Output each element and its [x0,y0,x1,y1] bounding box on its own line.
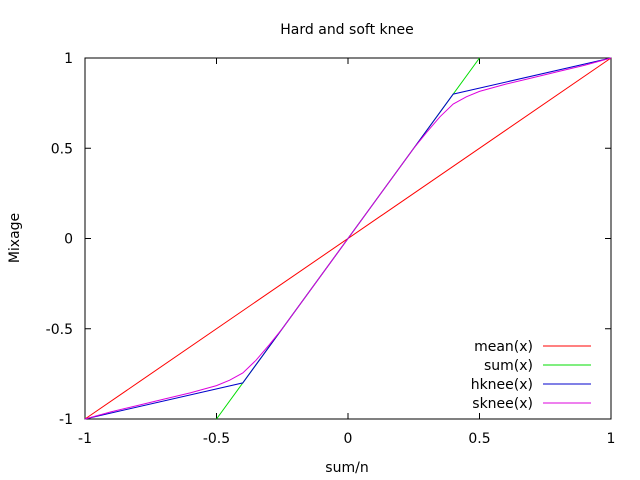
legend-label: sum(x) [484,358,533,374]
x-tick-label: 0 [344,431,353,447]
y-tick-label: -1 [59,412,73,428]
x-tick-label: 0.5 [468,431,490,447]
x-axis-label: sum/n [325,460,368,476]
y-tick-label: 0 [64,232,73,248]
x-tick-label: -0.5 [203,431,230,447]
x-tick-label: -1 [78,431,92,447]
legend-label: mean(x) [474,339,533,355]
chart-title: Hard and soft knee [280,22,413,38]
y-axis-label: Mixage [7,213,23,263]
y-tick-label: -0.5 [46,322,73,338]
x-tick-label: 1 [607,431,616,447]
legend-label: hknee(x) [471,377,533,393]
series-line-sknee-x [84,57,612,420]
legend-label: sknee(x) [472,396,533,412]
y-tick-label: 1 [64,51,73,67]
y-tick-label: 0.5 [51,141,73,157]
